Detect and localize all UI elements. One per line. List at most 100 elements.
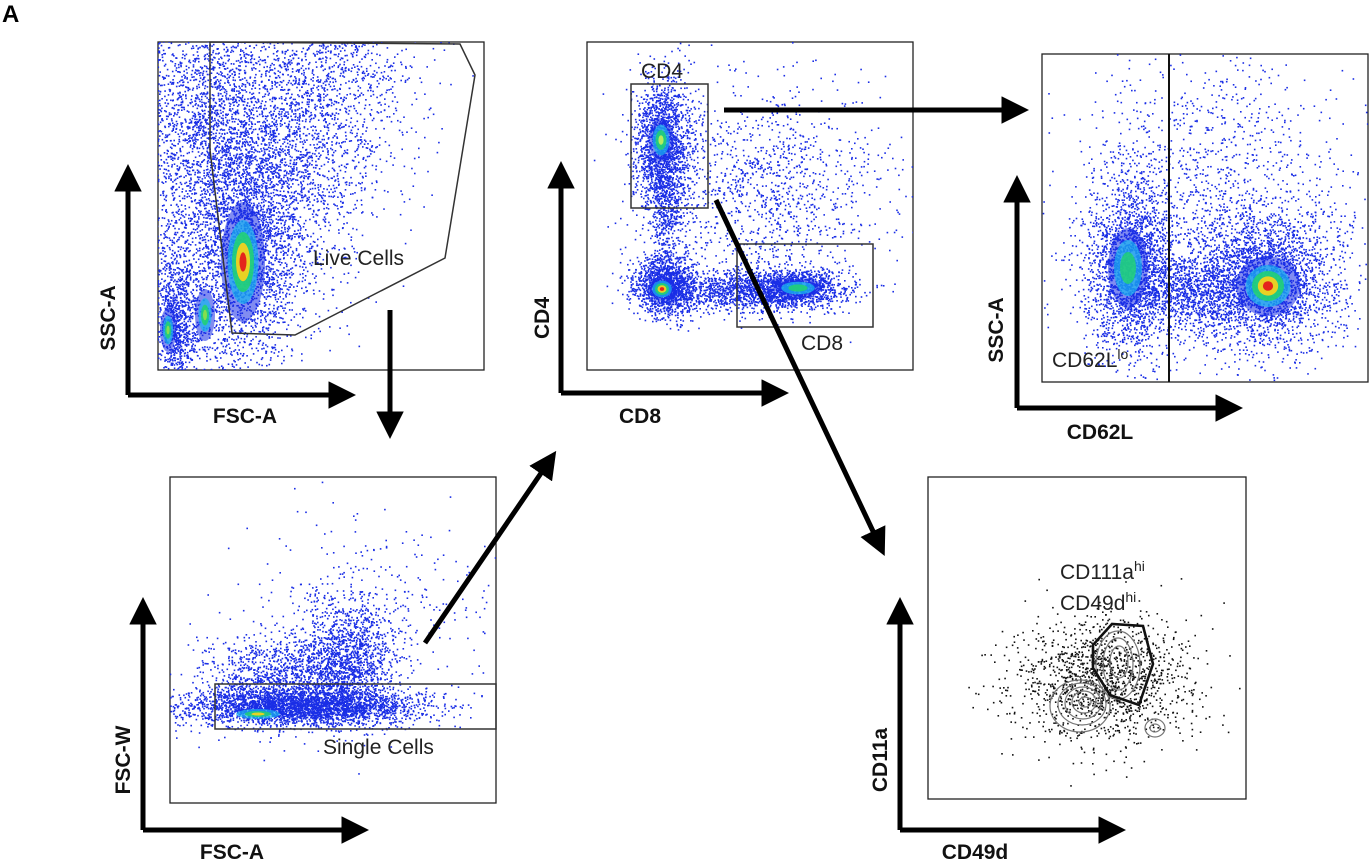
density-dot xyxy=(150,314,152,316)
density-dot xyxy=(203,368,206,370)
density-dot xyxy=(312,21,314,23)
density-dot xyxy=(266,191,269,193)
density-dot xyxy=(346,94,348,96)
density-dot xyxy=(260,210,262,212)
density-dot xyxy=(290,34,292,36)
density-dot xyxy=(373,117,375,120)
density-dot xyxy=(272,112,275,115)
density-dot xyxy=(217,338,220,341)
density-dot xyxy=(182,309,184,312)
density-dot xyxy=(183,253,185,255)
density-dot xyxy=(174,145,177,147)
density-dot xyxy=(338,229,340,231)
density-dot xyxy=(292,216,295,218)
density-dot xyxy=(335,53,337,56)
density-dot xyxy=(207,123,210,125)
density-dot xyxy=(296,134,298,136)
density-dot xyxy=(336,22,338,24)
density-dot xyxy=(142,198,144,200)
density-dot xyxy=(394,69,396,72)
density-dot xyxy=(336,172,339,175)
density-dot xyxy=(174,257,177,260)
density-dot xyxy=(283,215,286,218)
density-dot xyxy=(370,109,373,111)
density-dot xyxy=(142,123,144,125)
density-dot xyxy=(185,289,188,292)
density-dot xyxy=(274,294,277,297)
density-dot xyxy=(350,70,353,73)
density-dot xyxy=(304,154,306,157)
density-dot xyxy=(302,38,304,40)
density-dot xyxy=(235,110,237,113)
density-dot xyxy=(263,151,266,153)
density-dot xyxy=(193,133,196,136)
density-dot xyxy=(180,436,182,438)
density-dot xyxy=(364,165,367,168)
density-dot xyxy=(138,152,140,154)
density-dot xyxy=(258,70,261,72)
density-dot xyxy=(237,344,239,347)
density-dot xyxy=(139,290,141,292)
density-dot xyxy=(314,184,316,187)
density-dot xyxy=(293,13,295,15)
density-dot xyxy=(167,282,169,285)
density-dot xyxy=(287,125,290,128)
density-dot xyxy=(191,317,194,320)
density-dot xyxy=(58,275,60,277)
density-dot xyxy=(205,183,208,185)
density-dot xyxy=(326,93,329,96)
density-dot xyxy=(244,145,246,147)
density-dot xyxy=(233,101,235,103)
density-dot xyxy=(288,130,291,132)
density-dot xyxy=(219,210,221,212)
density-dot xyxy=(230,169,233,172)
density-dot xyxy=(183,335,186,338)
density-dot xyxy=(351,182,353,184)
density-dot xyxy=(262,222,265,224)
density-dot xyxy=(248,177,251,180)
density-dot xyxy=(151,214,153,216)
density-dot xyxy=(263,107,265,110)
density-dot xyxy=(340,25,342,27)
density-dot xyxy=(286,9,288,11)
density-dot xyxy=(165,158,168,161)
density-dot xyxy=(238,99,241,102)
density-dot xyxy=(308,105,310,108)
density-dot xyxy=(271,165,273,167)
density-dot xyxy=(382,26,384,28)
density-dot xyxy=(266,244,269,247)
density-dot xyxy=(280,97,283,100)
density-dot xyxy=(274,23,276,25)
density-dot xyxy=(269,127,272,130)
density-dot xyxy=(74,417,76,419)
density-dot xyxy=(249,150,251,153)
density-dot xyxy=(271,117,273,119)
density-dot xyxy=(384,34,386,36)
density-dot xyxy=(276,308,279,311)
density-dot xyxy=(287,116,289,119)
density-dot xyxy=(376,53,378,56)
density-dot xyxy=(210,380,212,382)
density-dot xyxy=(196,331,198,333)
density-dot xyxy=(236,153,238,155)
density-dot xyxy=(308,101,310,103)
density-dot xyxy=(149,198,151,200)
density-dot xyxy=(295,13,297,15)
density-dot xyxy=(262,213,264,216)
density-dot xyxy=(288,151,290,153)
density-dot xyxy=(285,136,288,138)
density-dot xyxy=(226,54,229,57)
density-dot xyxy=(147,335,149,337)
density-dot xyxy=(373,70,376,72)
density-dot xyxy=(170,355,172,357)
density-dot xyxy=(327,127,330,129)
density-dot xyxy=(199,389,201,391)
density-dot xyxy=(264,35,266,37)
density-dot xyxy=(121,377,123,379)
density-dot xyxy=(306,139,308,141)
density-dot xyxy=(187,332,190,335)
density-dot xyxy=(259,167,261,170)
density-dot xyxy=(185,181,188,184)
density-dot xyxy=(295,218,297,221)
density-dot xyxy=(274,108,277,110)
